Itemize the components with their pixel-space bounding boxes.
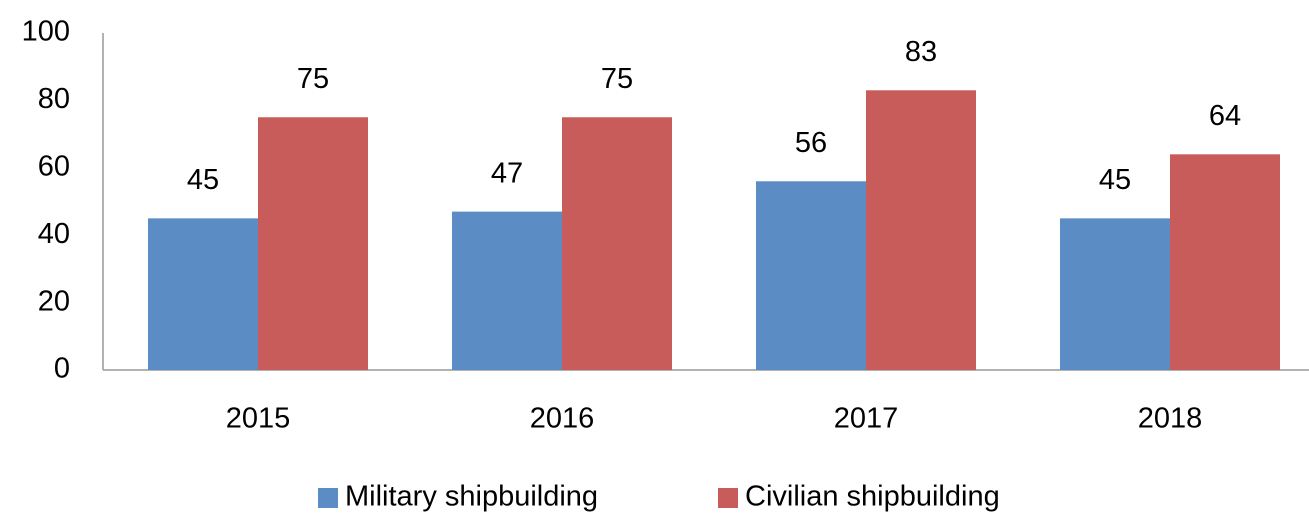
bar xyxy=(1170,154,1280,370)
data-label: 45 xyxy=(187,164,219,196)
data-label: 75 xyxy=(297,63,329,95)
data-label: 56 xyxy=(795,127,827,159)
legend-label: Military shipbuilding xyxy=(345,481,598,513)
y-tick-label: 20 xyxy=(38,285,70,317)
legend-label: Civilian shipbuilding xyxy=(745,481,1000,513)
legend-swatch xyxy=(718,488,738,508)
x-tick-label: 2018 xyxy=(1138,403,1203,435)
legend-swatch xyxy=(318,488,338,508)
x-tick-label: 2015 xyxy=(226,403,291,435)
y-tick-label: 60 xyxy=(38,150,70,182)
y-tick-label: 100 xyxy=(22,16,70,48)
bar xyxy=(452,211,562,370)
data-label: 75 xyxy=(601,63,633,95)
bar xyxy=(148,218,258,370)
data-label: 47 xyxy=(491,157,523,189)
data-label: 83 xyxy=(905,36,937,68)
bar xyxy=(1060,218,1170,370)
x-tick-label: 2017 xyxy=(834,403,899,435)
bar xyxy=(756,181,866,370)
data-label: 45 xyxy=(1099,164,1131,196)
bar xyxy=(562,117,672,370)
y-tick-label: 80 xyxy=(38,83,70,115)
data-label: 64 xyxy=(1209,100,1241,132)
y-tick-label: 40 xyxy=(38,218,70,250)
bar xyxy=(258,117,368,370)
bar xyxy=(866,90,976,370)
x-tick-label: 2016 xyxy=(530,403,595,435)
y-tick-label: 0 xyxy=(54,353,70,385)
